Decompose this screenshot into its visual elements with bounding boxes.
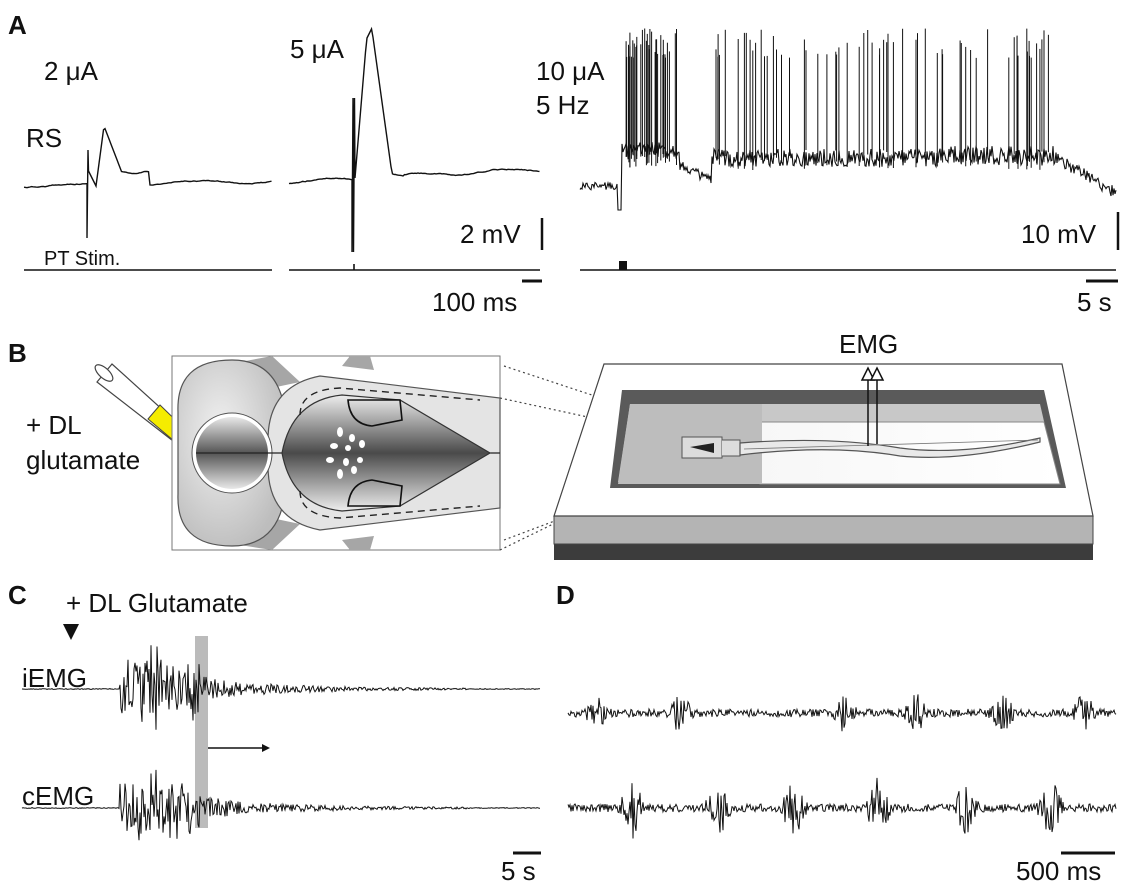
panel-a	[23, 26, 1120, 283]
scale-label-voltage-right: 10 mV	[1021, 219, 1097, 249]
panel-letter-a: A	[8, 10, 27, 40]
scale-label-time-left: 100 ms	[432, 287, 518, 317]
rs-trace-5ua	[288, 26, 540, 253]
drug-label-line2: glutamate	[26, 445, 141, 475]
panel-letter-c: C	[8, 580, 27, 610]
scale-label-voltage-left: 2 mV	[460, 219, 521, 249]
panel-letter-b: B	[8, 338, 27, 368]
stim-train-marker	[619, 261, 627, 270]
expansion-arrowhead	[262, 744, 270, 752]
trace-label-cemg: cEMG	[22, 781, 95, 811]
scale-label-time-c: 5 s	[501, 856, 536, 886]
scale-label-time-d: 500 ms	[1016, 856, 1102, 886]
trace-label-rs: RS	[26, 123, 63, 153]
rs-spikes-10ua	[625, 28, 1049, 170]
emg-electrodes	[860, 366, 885, 446]
panel-c	[21, 624, 541, 855]
panel-d	[567, 694, 1117, 855]
trace-label-iemg: iEMG	[22, 663, 87, 693]
drug-label-c: + DL Glutamate	[66, 588, 248, 618]
scale-label-time-right: 5 s	[1077, 287, 1112, 317]
stim-label: PT Stim.	[44, 248, 121, 270]
iemg-trace-expanded	[567, 694, 1117, 732]
emg-label: EMG	[839, 329, 899, 359]
brain-preparation-inset	[171, 355, 501, 551]
condition-label-10ua: 10 μA	[536, 56, 605, 86]
drug-label-line1: + DL	[26, 410, 82, 440]
condition-label-5hz: 5 Hz	[536, 90, 590, 120]
recording-chamber	[553, 363, 1094, 560]
highlight-band	[195, 636, 208, 828]
panel-letter-d: D	[556, 580, 575, 610]
panel-b	[94, 355, 1094, 560]
condition-label-5ua: 5 μA	[290, 34, 345, 64]
condition-label-2ua: 2 μA	[44, 56, 99, 86]
rs-trace-2ua	[23, 127, 272, 239]
cemg-trace-expanded	[567, 777, 1117, 839]
iemg-trace	[21, 645, 541, 730]
drug-application-arrowhead	[63, 624, 79, 640]
cemg-trace	[21, 769, 540, 841]
